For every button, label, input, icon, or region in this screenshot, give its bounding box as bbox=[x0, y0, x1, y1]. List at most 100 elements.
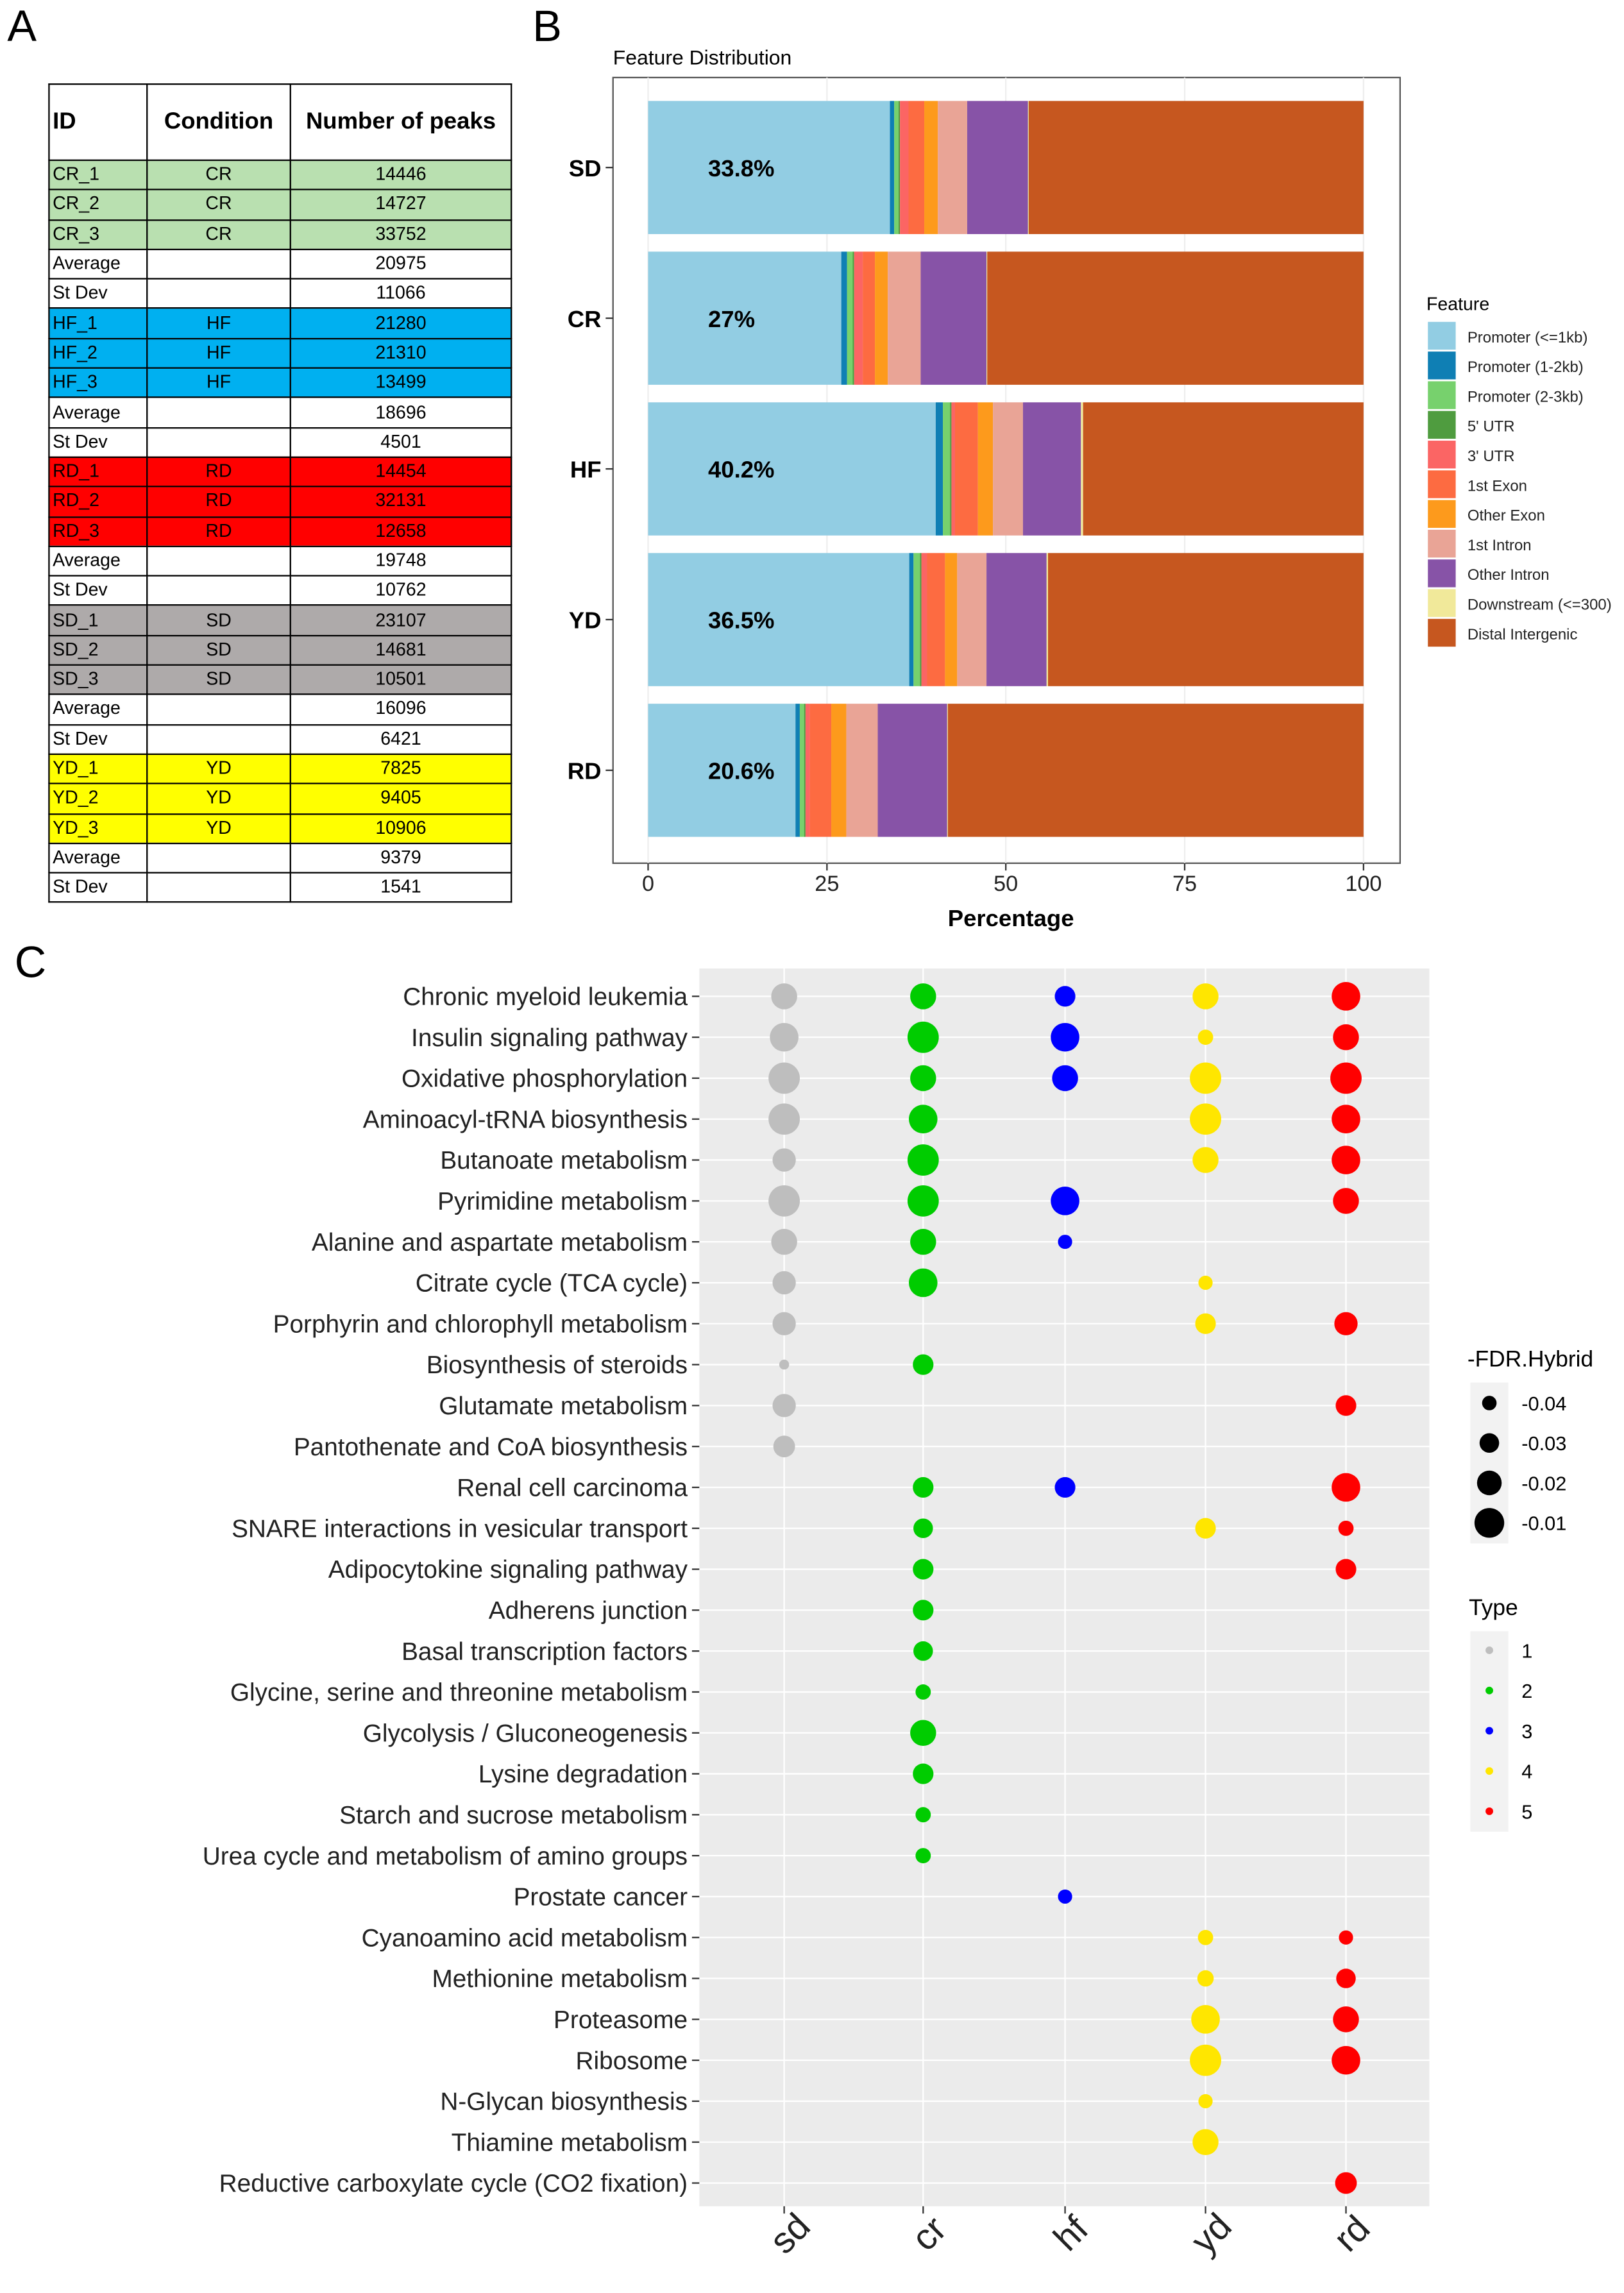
dot bbox=[1198, 1275, 1213, 1290]
bar-segment bbox=[1047, 553, 1364, 686]
row-peaks: 12658 bbox=[289, 516, 512, 547]
bar-segment bbox=[927, 553, 945, 686]
x-tick-label: 50 bbox=[994, 872, 1018, 896]
bar-segment bbox=[648, 553, 909, 686]
peaks-table: ID Condition Number of peaks CR_1 CR 14446… bbox=[48, 83, 512, 904]
row-id: RD_1 bbox=[48, 456, 148, 488]
dot bbox=[913, 1559, 934, 1580]
y-tick-label: Renal cell carcinoma bbox=[457, 1475, 688, 1502]
dot bbox=[779, 1359, 790, 1370]
row-peaks: 32131 bbox=[289, 486, 512, 518]
table-row: HF_3 HF 13499 bbox=[48, 367, 512, 399]
bar-segment bbox=[945, 553, 958, 686]
dot bbox=[771, 1228, 797, 1255]
row-condition: YD bbox=[146, 783, 291, 815]
legend-label: 5' UTR bbox=[1468, 418, 1515, 436]
bar-segment bbox=[804, 704, 806, 837]
bar-segment bbox=[648, 101, 890, 234]
size-legend-dot bbox=[1479, 1433, 1500, 1453]
legend-swatch bbox=[1428, 381, 1456, 409]
row-id: RD_2 bbox=[48, 486, 148, 518]
type-legend-label: 4 bbox=[1521, 1761, 1532, 1783]
dot bbox=[1192, 1147, 1219, 1173]
y-tick-label: Urea cycle and metabolism of amino group… bbox=[203, 1843, 688, 1870]
table-row: Average 9379 bbox=[48, 842, 512, 874]
dot bbox=[772, 1312, 796, 1335]
row-id: SD_1 bbox=[48, 605, 148, 636]
table-row: RD_2 RD 32131 bbox=[48, 486, 512, 518]
dot bbox=[1058, 1889, 1072, 1904]
chart-title: Feature Distribution bbox=[613, 46, 792, 69]
dot bbox=[910, 1720, 936, 1746]
y-tick-label: Lysine degradation bbox=[478, 1761, 688, 1788]
row-condition bbox=[146, 427, 291, 458]
bar-percent-label: 40.2% bbox=[708, 457, 774, 483]
bar-percent-label: 36.5% bbox=[708, 607, 774, 634]
x-tick-label: sd bbox=[762, 2205, 818, 2262]
dot bbox=[1190, 1062, 1221, 1094]
y-tick-label: Alanine and aspartate metabolism bbox=[312, 1229, 688, 1256]
row-id: Average bbox=[48, 545, 148, 577]
y-tick-label: Oxidative phosphorylation bbox=[402, 1065, 688, 1093]
row-condition: CR bbox=[146, 219, 291, 250]
row-id: YD_3 bbox=[48, 813, 148, 844]
dot bbox=[772, 1394, 796, 1417]
row-id: St Dev bbox=[48, 278, 148, 310]
dot bbox=[915, 1807, 931, 1823]
row-condition: SD bbox=[146, 634, 291, 666]
table-row: RD_1 RD 14454 bbox=[48, 456, 512, 488]
dot bbox=[1191, 2005, 1220, 2034]
table-row: YD_2 YD 9405 bbox=[48, 783, 512, 815]
dot bbox=[913, 1641, 933, 1661]
legend-label: 3' UTR bbox=[1468, 448, 1515, 465]
table-row: SD_3 SD 10501 bbox=[48, 664, 512, 696]
row-peaks: 14681 bbox=[289, 634, 512, 666]
bar-segment bbox=[967, 101, 1028, 234]
dot bbox=[1333, 2006, 1359, 2033]
row-id: YD_1 bbox=[48, 753, 148, 785]
bar-segment bbox=[920, 553, 922, 686]
bar-segment bbox=[888, 251, 921, 385]
bar-segment bbox=[947, 704, 1364, 837]
bar-segment bbox=[900, 101, 909, 234]
row-condition bbox=[146, 248, 291, 280]
legend-title: Feature bbox=[1426, 294, 1489, 315]
row-peaks: 4501 bbox=[289, 427, 512, 458]
row-condition: CR bbox=[146, 189, 291, 221]
bar-segment bbox=[951, 402, 955, 536]
legend-swatch bbox=[1428, 500, 1456, 528]
dot bbox=[907, 1185, 939, 1217]
row-peaks: 18696 bbox=[289, 396, 512, 428]
row-id: HF_3 bbox=[48, 367, 148, 399]
dot bbox=[1197, 1929, 1214, 1945]
bar-segment bbox=[977, 402, 994, 536]
bar-segment bbox=[898, 101, 901, 234]
type-legend-dot bbox=[1485, 1807, 1493, 1815]
dot bbox=[1336, 1968, 1356, 1988]
size-legend-title: -FDR.Hybrid bbox=[1468, 1346, 1593, 1371]
row-peaks: 13499 bbox=[289, 367, 512, 399]
y-tick-label: HF bbox=[570, 457, 602, 483]
row-id: SD_2 bbox=[48, 634, 148, 666]
panel-label-c: C bbox=[14, 939, 47, 988]
table-row: SD_1 SD 23107 bbox=[48, 605, 512, 636]
legend-swatch bbox=[1428, 321, 1456, 350]
row-peaks: 6421 bbox=[289, 723, 512, 755]
bar-segment bbox=[986, 251, 988, 385]
header-condition: Condition bbox=[146, 83, 291, 161]
row-condition: YD bbox=[146, 753, 291, 785]
type-legend-dot bbox=[1485, 1646, 1493, 1654]
row-id: SD_3 bbox=[48, 664, 148, 696]
dot bbox=[1192, 2129, 1219, 2155]
dot bbox=[770, 1022, 799, 1052]
type-legend-label: 1 bbox=[1521, 1639, 1532, 1662]
row-id: CR_2 bbox=[48, 189, 148, 221]
y-tick-label: Adipocytokine signaling pathway bbox=[328, 1556, 688, 1584]
size-legend-label: -0.01 bbox=[1521, 1512, 1566, 1535]
dot bbox=[913, 1763, 934, 1784]
dot bbox=[1192, 983, 1219, 1010]
table-row: Average 16096 bbox=[48, 693, 512, 725]
dot bbox=[1330, 1062, 1362, 1094]
header-id: ID bbox=[48, 83, 148, 161]
legend-swatch bbox=[1428, 559, 1456, 588]
